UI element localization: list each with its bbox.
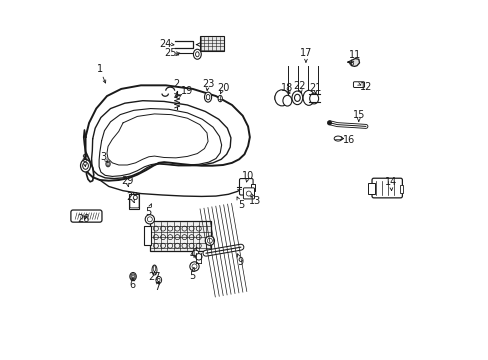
Text: 8: 8 [81, 154, 87, 164]
Text: 6: 6 [129, 280, 135, 291]
Ellipse shape [303, 90, 314, 105]
Circle shape [195, 253, 202, 260]
Ellipse shape [333, 136, 341, 141]
FancyBboxPatch shape [71, 210, 102, 222]
Bar [129, 194, 139, 208]
Text: 17: 17 [299, 48, 311, 58]
Ellipse shape [204, 92, 211, 102]
Text: 4: 4 [189, 250, 195, 260]
Ellipse shape [81, 159, 90, 172]
Text: 13: 13 [248, 197, 261, 206]
Text: 1: 1 [97, 64, 102, 74]
Text: 3: 3 [100, 152, 106, 162]
FancyBboxPatch shape [243, 188, 254, 199]
Text: 24: 24 [159, 39, 171, 49]
Circle shape [326, 121, 331, 125]
Ellipse shape [132, 275, 134, 278]
Text: 2: 2 [173, 78, 180, 89]
Text: 27: 27 [148, 272, 161, 282]
Bar [250, 184, 254, 191]
Circle shape [189, 262, 199, 271]
Ellipse shape [218, 95, 222, 102]
FancyBboxPatch shape [239, 179, 253, 195]
Polygon shape [347, 59, 359, 66]
Ellipse shape [277, 94, 283, 102]
Text: 23: 23 [202, 78, 214, 89]
Text: 10: 10 [242, 171, 254, 181]
Text: 7: 7 [154, 282, 160, 292]
Text: 15: 15 [352, 110, 364, 120]
Text: 12: 12 [359, 82, 371, 92]
Ellipse shape [152, 265, 157, 275]
Ellipse shape [130, 273, 136, 280]
Ellipse shape [294, 94, 300, 102]
Ellipse shape [283, 95, 291, 106]
Text: 19: 19 [180, 86, 192, 96]
Ellipse shape [309, 93, 318, 104]
Circle shape [192, 250, 198, 256]
FancyBboxPatch shape [371, 178, 402, 198]
FancyBboxPatch shape [353, 82, 364, 87]
Text: 18: 18 [281, 83, 293, 93]
Text: 26: 26 [77, 213, 89, 224]
Bar [149, 221, 210, 251]
Bar [144, 226, 151, 245]
Bar [367, 183, 374, 194]
Bar [399, 185, 402, 193]
Ellipse shape [193, 49, 201, 59]
Text: 25: 25 [163, 48, 176, 58]
Text: 21: 21 [308, 83, 321, 93]
Text: 5: 5 [237, 200, 244, 210]
Ellipse shape [291, 91, 302, 105]
Text: 11: 11 [348, 50, 361, 60]
Ellipse shape [274, 90, 288, 106]
Ellipse shape [106, 161, 110, 167]
Text: 28: 28 [125, 192, 138, 202]
Bar [200, 36, 224, 51]
Ellipse shape [131, 274, 135, 279]
Text: 5: 5 [144, 207, 151, 217]
Circle shape [145, 215, 154, 224]
Text: 22: 22 [293, 81, 305, 91]
Text: 20: 20 [217, 83, 229, 93]
Text: 29: 29 [121, 176, 133, 186]
Ellipse shape [156, 276, 162, 284]
Circle shape [205, 236, 214, 246]
Text: 9: 9 [237, 257, 244, 267]
Text: 5: 5 [189, 271, 195, 282]
Ellipse shape [274, 94, 280, 102]
Text: 16: 16 [342, 135, 354, 145]
Text: 14: 14 [384, 177, 396, 187]
